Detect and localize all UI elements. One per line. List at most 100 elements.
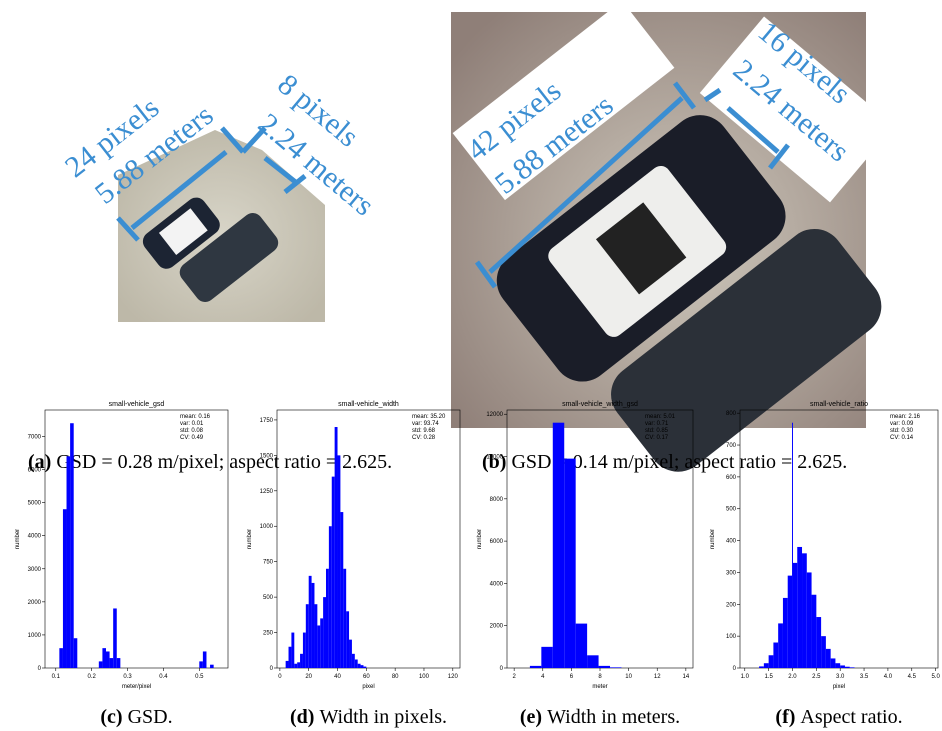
bar xyxy=(840,665,845,668)
bar xyxy=(349,640,352,668)
y-tick-label: 0 xyxy=(733,666,737,672)
x-tick-label: 3.5 xyxy=(860,674,869,680)
stat-line: var: 0.01 xyxy=(180,421,204,427)
caption: (e)Width in meters. xyxy=(520,706,680,728)
bar xyxy=(335,427,338,668)
y-tick-label: 1500 xyxy=(260,453,274,459)
bar xyxy=(802,553,807,668)
bar xyxy=(812,595,817,668)
bar xyxy=(314,604,317,668)
caption: (f)Aspect ratio. xyxy=(775,706,902,728)
bar xyxy=(807,572,812,668)
stat-line: mean: 2.16 xyxy=(890,414,921,420)
bar xyxy=(59,648,63,668)
x-tick-label: 0.5 xyxy=(195,674,204,680)
x-tick-label: 1.5 xyxy=(764,674,773,680)
y-tick-label: 250 xyxy=(263,631,274,637)
bar xyxy=(329,526,332,668)
bar xyxy=(363,667,366,668)
x-tick-label: 12 xyxy=(654,674,661,680)
y-tick-label: 0 xyxy=(270,666,274,672)
caption-label: (d) xyxy=(290,706,314,728)
x-tick-label: 0.1 xyxy=(52,674,61,680)
plot-area xyxy=(277,410,460,668)
x-axis-label: meter/pixel xyxy=(122,684,151,690)
bar xyxy=(306,604,309,668)
caption: (c) GSD. xyxy=(100,706,172,728)
chart-title: small-vehicle_width_gsd xyxy=(562,401,638,408)
y-tick-label: 1000 xyxy=(28,633,42,639)
stat-line: std: 9.68 xyxy=(412,428,436,434)
bar xyxy=(67,456,71,668)
stat-line: var: 0.09 xyxy=(890,421,914,427)
y-tick-label: 6000 xyxy=(28,468,42,474)
caption-label: (c) xyxy=(100,706,122,728)
caption-text: Width in pixels. xyxy=(319,706,447,728)
y-tick-label: 5000 xyxy=(28,501,42,507)
stat-line: CV: 0.17 xyxy=(645,435,669,441)
bar xyxy=(113,608,117,668)
y-axis-label: number xyxy=(247,529,253,549)
bar xyxy=(303,633,306,668)
bar xyxy=(831,658,836,668)
bar xyxy=(297,662,300,668)
bar xyxy=(317,625,320,668)
stat-line: std: 0.08 xyxy=(180,428,204,434)
x-tick-label: 8 xyxy=(598,674,602,680)
bar xyxy=(291,633,294,668)
y-tick-label: 2000 xyxy=(28,600,42,606)
figure: 24 pixels 5.88 meters 8 pixels 2.24 mete… xyxy=(0,0,942,731)
bar xyxy=(110,658,114,668)
bar xyxy=(74,638,78,668)
bar xyxy=(793,563,797,668)
bar xyxy=(587,655,598,668)
y-tick-label: 800 xyxy=(726,411,737,417)
chart-title: small-vehicle_ratio xyxy=(810,401,868,408)
bar xyxy=(788,576,792,668)
bar xyxy=(323,597,326,668)
stat-line: mean: 0.16 xyxy=(180,414,211,420)
y-tick-label: 2000 xyxy=(490,624,504,630)
bar xyxy=(300,654,303,668)
bar xyxy=(816,617,821,668)
y-tick-label: 700 xyxy=(726,443,737,449)
bar xyxy=(783,598,788,668)
y-tick-label: 7000 xyxy=(28,434,42,440)
x-tick-label: 1.0 xyxy=(741,674,750,680)
bar xyxy=(340,512,343,668)
bar xyxy=(610,667,621,668)
bar xyxy=(778,623,783,668)
x-tick-label: 6 xyxy=(570,674,574,680)
stat-line: std: 0.30 xyxy=(890,428,914,434)
bar xyxy=(764,663,769,668)
caption-text: Width in meters. xyxy=(547,706,680,728)
y-axis-label: number xyxy=(477,529,483,549)
x-tick-label: 2 xyxy=(512,674,516,680)
bar xyxy=(102,648,106,668)
caption-text: GSD = 0.28 m/pixel; aspect ratio = 2.625… xyxy=(56,451,392,473)
bar xyxy=(106,651,110,668)
bar xyxy=(346,611,349,668)
bar xyxy=(599,666,610,668)
caption-text: GSD. xyxy=(128,706,173,728)
stat-line: CV: 0.28 xyxy=(412,435,436,441)
x-tick-label: 80 xyxy=(392,674,399,680)
x-axis-label: pixel xyxy=(833,684,845,690)
bar xyxy=(850,667,855,668)
y-tick-label: 4000 xyxy=(28,534,42,540)
bar xyxy=(286,661,289,668)
bar xyxy=(769,655,774,668)
x-tick-label: 2.0 xyxy=(788,674,797,680)
bar xyxy=(70,423,74,668)
y-axis-label: number xyxy=(710,529,716,549)
bar xyxy=(821,636,826,668)
y-tick-label: 600 xyxy=(726,475,737,481)
y-tick-label: 4000 xyxy=(490,581,504,587)
y-tick-label: 8000 xyxy=(490,497,504,503)
chart-title: small-vehicle_gsd xyxy=(109,401,165,408)
bar xyxy=(797,547,802,668)
x-tick-label: 100 xyxy=(419,674,430,680)
x-tick-label: 0.3 xyxy=(123,674,132,680)
stat-line: CV: 0.49 xyxy=(180,435,204,441)
x-tick-label: 10 xyxy=(625,674,632,680)
